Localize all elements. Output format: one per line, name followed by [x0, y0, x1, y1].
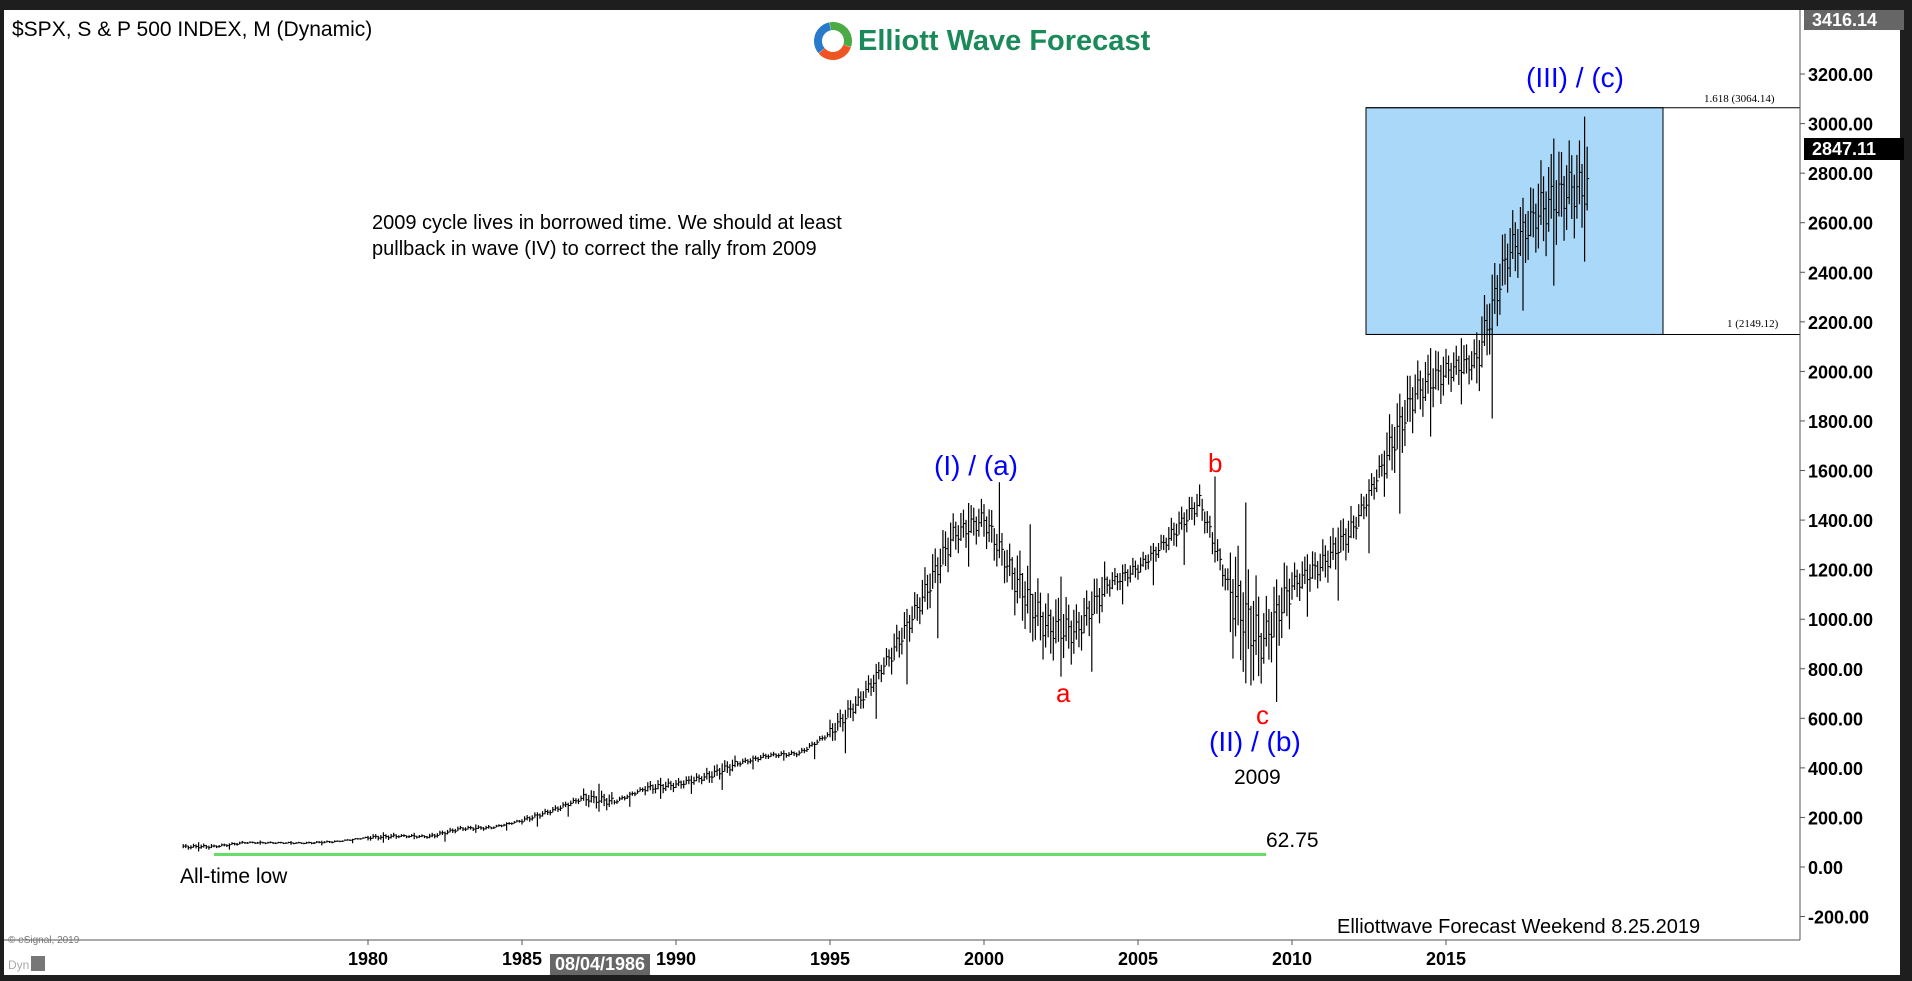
y-tick-label: 800.00 — [1808, 660, 1863, 680]
y-tick-label: 3000.00 — [1808, 115, 1873, 135]
y-tick-label: 3200.00 — [1808, 65, 1873, 85]
y-tick-label: 2200.00 — [1808, 313, 1873, 333]
y-tick-label: 2400.00 — [1808, 263, 1873, 283]
all-time-low-label: All-time low — [180, 865, 288, 888]
logo: Elliott Wave Forecast — [814, 22, 1150, 60]
y-tick-label: 1600.00 — [1808, 462, 1873, 482]
y-tick-label: 0.00 — [1808, 858, 1843, 878]
logo-swirl-icon — [814, 22, 852, 60]
x-tick-label: 2005 — [1118, 949, 1158, 969]
chart-title: $SPX, S & P 500 INDEX, M (Dynamic) — [12, 18, 373, 41]
price-chart[interactable]: 3200.00 3000.00 2800.00 2600.00 2400.00 2200.… — [4, 10, 1900, 975]
axis-max-badge: 3416.14 — [1804, 10, 1904, 30]
y-tick-label: 1400.00 — [1808, 511, 1873, 531]
copyright: © eSignal, 2019 — [8, 935, 80, 946]
signature: Elliottwave Forecast Weekend 8.25.2019 — [1337, 916, 1701, 938]
x-tick-label: 1990 — [656, 949, 696, 969]
x-tick-label: 2000 — [964, 949, 1004, 969]
fib-1618-label: 1.618 (3064.14) — [1704, 93, 1775, 105]
y-tick-label: 400.00 — [1808, 759, 1863, 779]
x-tick-label: 1980 — [348, 949, 388, 969]
low-value-label: 62.75 — [1266, 829, 1319, 852]
x-tick-label: 1995 — [810, 949, 850, 969]
wave-label-I: (I) / (a) — [934, 450, 1018, 481]
wave-label-II: (II) / (b) — [1209, 726, 1301, 757]
x-tick-label: 1985 — [502, 949, 542, 969]
wave-label-b: b — [1208, 448, 1223, 478]
wave-label-a: a — [1056, 678, 1071, 708]
y-tick-label: -200.00 — [1808, 908, 1869, 928]
y-tick-label: 1000.00 — [1808, 610, 1873, 630]
dyn-label[interactable]: Dyn — [8, 958, 30, 972]
fib-1-label: 1 (2149.12) — [1727, 318, 1779, 330]
x-tick-label: 2015 — [1426, 949, 1466, 969]
y-tick-label: 1800.00 — [1808, 412, 1873, 432]
last-price-badge: 2847.11 — [1804, 138, 1904, 160]
year-2009-label: 2009 — [1234, 766, 1281, 789]
y-tick-label: 2000.00 — [1808, 362, 1873, 382]
cursor-date-badge: 08/04/1986 — [550, 954, 650, 975]
plot-area[interactable]: 3200.00 3000.00 2800.00 2600.00 2400.00 2200.… — [4, 10, 1904, 975]
wave-label-c: c — [1256, 700, 1269, 730]
target-zone-box — [1365, 107, 1664, 335]
y-tick-label: 2600.00 — [1808, 214, 1873, 234]
y-tick-label: 1200.00 — [1808, 561, 1873, 581]
y-tick-label: 600.00 — [1808, 709, 1863, 729]
y-tick-label: 200.00 — [1808, 808, 1863, 828]
analysis-note: 2009 cycle lives in borrowed time. We sh… — [372, 210, 842, 262]
x-tick-label: 2010 — [1272, 949, 1312, 969]
wave-label-III: (III) / (c) — [1526, 62, 1624, 93]
y-tick-label: 2800.00 — [1808, 164, 1873, 184]
logo-text: Elliott Wave Forecast — [858, 24, 1151, 57]
lock-icon[interactable] — [31, 956, 45, 971]
note-line-1: 2009 cycle lives in borrowed time. We sh… — [372, 212, 842, 234]
note-line-2: pullback in wave (IV) to correct the ral… — [372, 238, 817, 260]
